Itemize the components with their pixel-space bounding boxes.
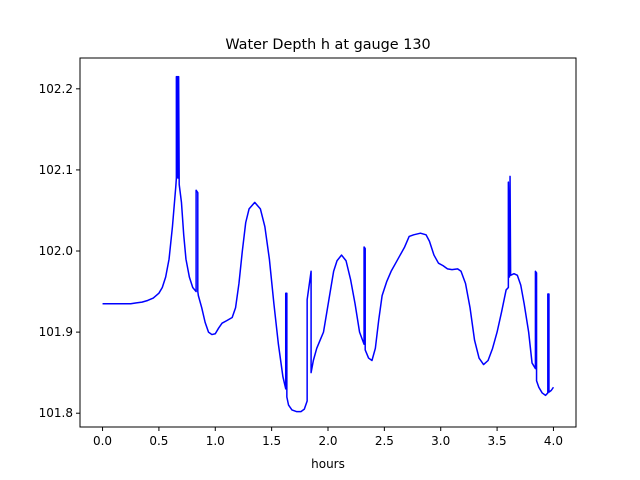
x-tick-label: 1.0	[206, 434, 225, 448]
chart-title: Water Depth h at gauge 130	[225, 37, 430, 53]
y-axis-ticks: 101.8 101.9 102.0 102.1 102.2	[39, 82, 80, 420]
series-line-0	[102, 75, 555, 413]
y-tick-label: 101.8	[39, 406, 73, 420]
y-tick-label: 102.1	[39, 163, 73, 177]
plot-area	[102, 75, 555, 413]
y-tick-label: 102.2	[39, 82, 73, 96]
x-tick-label: 0.0	[93, 434, 112, 448]
x-tick-label: 1.5	[262, 434, 281, 448]
x-tick-label: 2.0	[318, 434, 337, 448]
plot-frame	[79, 57, 577, 428]
x-tick-label: 3.0	[431, 434, 450, 448]
x-tick-label: 0.5	[149, 434, 168, 448]
x-tick-label: 2.5	[375, 434, 394, 448]
y-tick-label: 101.9	[39, 325, 73, 339]
y-tick-label: 102.0	[39, 244, 73, 258]
x-axis-label: hours	[311, 457, 345, 471]
x-tick-label: 3.5	[488, 434, 507, 448]
x-tick-label: 4.0	[544, 434, 563, 448]
x-axis-ticks: 0.0 0.5 1.0 1.5 2.0 2.5 3.0 3.5 4.0	[93, 427, 563, 448]
